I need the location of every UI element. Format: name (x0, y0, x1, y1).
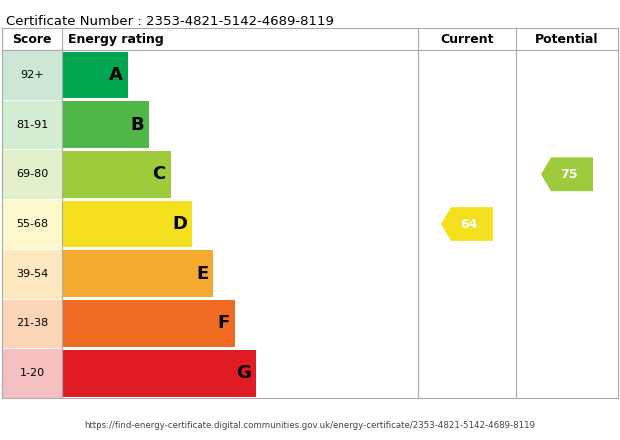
Bar (2, 348, 62, 398)
Text: Potential: Potential (535, 33, 599, 45)
Bar (62, 250, 213, 297)
Text: A: A (109, 66, 123, 84)
Text: 69-80: 69-80 (16, 169, 48, 179)
Text: 39-54: 39-54 (16, 269, 48, 279)
Bar (62, 151, 170, 198)
Text: F: F (218, 315, 229, 333)
Text: E: E (196, 265, 208, 283)
Text: Certificate Number : 2353-4821-5142-4689-8119: Certificate Number : 2353-4821-5142-4689… (6, 15, 334, 28)
Text: 64: 64 (460, 217, 477, 231)
Text: C: C (153, 165, 166, 183)
Bar (2, 150, 62, 199)
Text: Current: Current (440, 33, 494, 45)
Text: 81-91: 81-91 (16, 120, 48, 129)
Text: Energy rating: Energy rating (68, 33, 164, 45)
Bar (2, 249, 62, 299)
Bar (62, 201, 192, 247)
Bar (62, 300, 234, 347)
Polygon shape (541, 158, 593, 191)
Text: 1-20: 1-20 (19, 368, 45, 378)
Bar (62, 350, 256, 396)
Bar (62, 51, 128, 98)
Bar (2, 50, 62, 100)
Text: 92+: 92+ (20, 70, 44, 80)
Bar (62, 101, 149, 148)
Bar (2, 100, 62, 150)
Text: G: G (236, 364, 251, 382)
Bar (2, 199, 62, 249)
Text: https://find-energy-certificate.digital.communities.gov.uk/energy-certificate/23: https://find-energy-certificate.digital.… (84, 421, 536, 430)
Text: 55-68: 55-68 (16, 219, 48, 229)
Text: Score: Score (12, 33, 51, 45)
Text: B: B (131, 116, 144, 134)
Text: 21-38: 21-38 (16, 319, 48, 328)
Polygon shape (441, 207, 493, 241)
Text: D: D (172, 215, 187, 233)
Bar (2, 299, 62, 348)
Text: 75: 75 (560, 168, 578, 181)
